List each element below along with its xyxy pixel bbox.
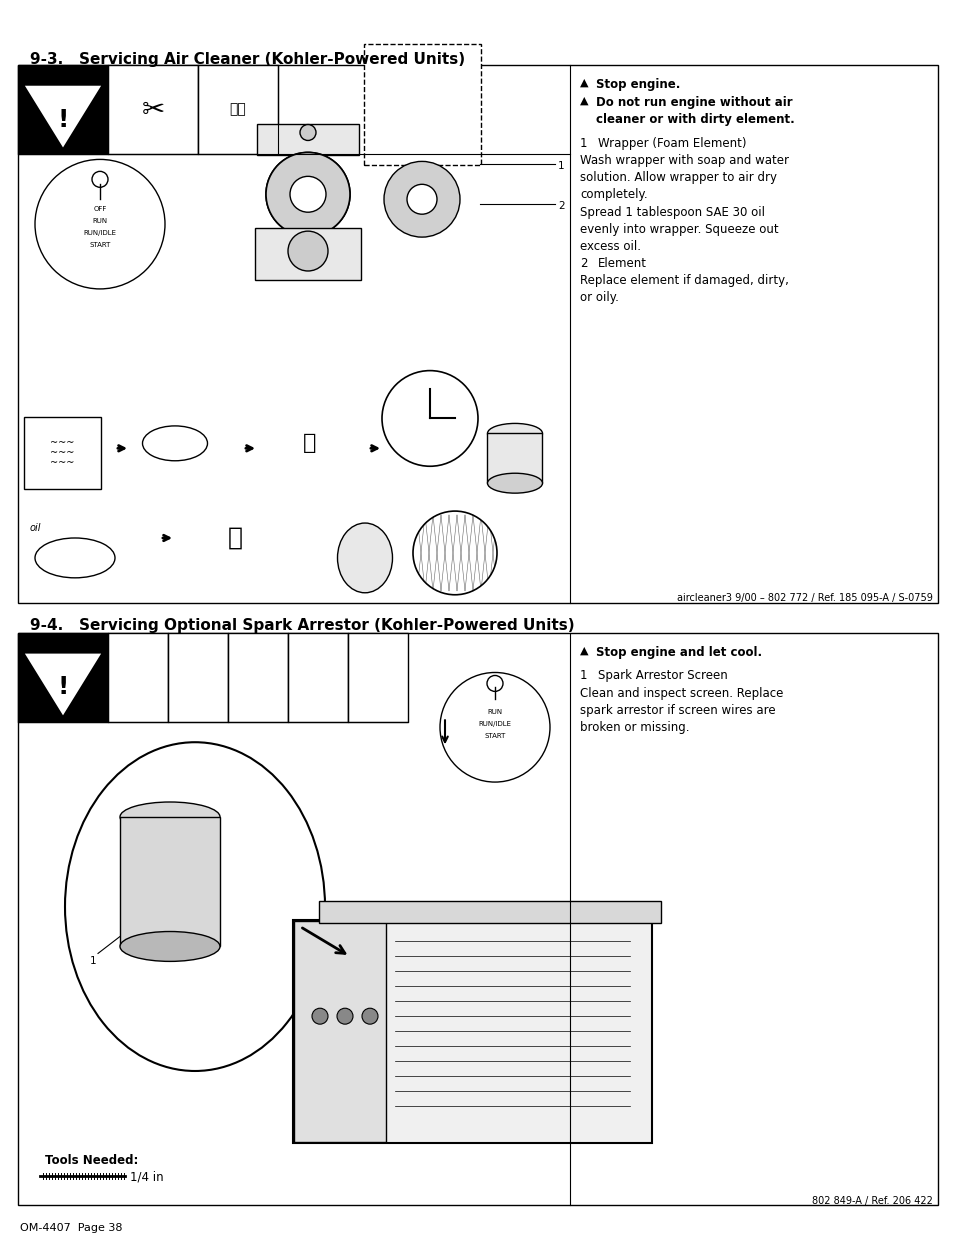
FancyBboxPatch shape — [318, 900, 660, 923]
Text: Spark Arrestor Screen: Spark Arrestor Screen — [598, 669, 727, 683]
Bar — [120, 816, 220, 946]
Text: Do not run engine without air
cleaner or with dirty element.: Do not run engine without air cleaner or… — [596, 95, 794, 126]
Ellipse shape — [487, 424, 542, 443]
Circle shape — [413, 511, 497, 595]
Text: ▲: ▲ — [579, 78, 588, 88]
Circle shape — [407, 184, 436, 214]
Circle shape — [336, 1008, 353, 1024]
Bar — [198, 64, 277, 154]
Circle shape — [266, 152, 350, 236]
Text: ~~~: ~~~ — [50, 438, 74, 448]
Text: OM-4407  Page 38: OM-4407 Page 38 — [20, 1224, 122, 1234]
Text: Stop engine and let cool.: Stop engine and let cool. — [596, 646, 761, 658]
Ellipse shape — [337, 524, 392, 593]
Bar — [168, 632, 228, 722]
Bar — [486, 433, 541, 483]
Text: RUN/IDLE: RUN/IDLE — [478, 721, 511, 727]
Circle shape — [361, 1008, 377, 1024]
Text: Wash wrapper with soap and water
solution. Allow wrapper to air dry
completely.: Wash wrapper with soap and water solutio… — [579, 154, 788, 201]
Text: Stop engine.: Stop engine. — [596, 78, 679, 90]
Text: ~~~: ~~~ — [50, 458, 74, 468]
FancyBboxPatch shape — [294, 920, 386, 1141]
Bar — [18, 632, 108, 722]
Text: OFF: OFF — [93, 206, 107, 212]
Ellipse shape — [120, 931, 220, 961]
Text: ▲: ▲ — [579, 646, 588, 656]
FancyBboxPatch shape — [293, 920, 651, 1142]
Text: START: START — [90, 242, 111, 248]
Text: 👐: 👐 — [303, 433, 316, 453]
Bar — [18, 64, 937, 603]
FancyBboxPatch shape — [364, 43, 480, 165]
Text: 🤲: 🤲 — [227, 526, 242, 550]
Text: ~~~: ~~~ — [50, 448, 74, 458]
Text: Element: Element — [598, 257, 646, 270]
Text: Tools Needed:: Tools Needed: — [45, 1153, 138, 1167]
Text: aircleaner3 9/00 – 802 772 / Ref. 185 095-A / S-0759: aircleaner3 9/00 – 802 772 / Ref. 185 09… — [677, 593, 932, 603]
Text: 2: 2 — [579, 257, 587, 270]
Text: oil: oil — [30, 524, 41, 534]
Bar — [18, 632, 937, 1205]
Polygon shape — [23, 85, 103, 149]
Bar — [348, 632, 408, 722]
Bar — [108, 64, 198, 154]
Text: Spread 1 tablespoon SAE 30 oil
evenly into wrapper. Squeeze out
excess oil.: Spread 1 tablespoon SAE 30 oil evenly in… — [579, 206, 778, 253]
Bar — [18, 64, 108, 154]
Text: 1: 1 — [579, 137, 587, 151]
Ellipse shape — [487, 473, 542, 493]
Bar — [288, 632, 348, 722]
Circle shape — [312, 1008, 328, 1024]
Text: 802 849-A / Ref. 206 422: 802 849-A / Ref. 206 422 — [811, 1195, 932, 1205]
Circle shape — [288, 231, 328, 270]
FancyBboxPatch shape — [254, 228, 360, 280]
Text: !: ! — [57, 107, 69, 132]
Text: 1: 1 — [558, 162, 564, 172]
Text: RUN/IDLE: RUN/IDLE — [84, 230, 116, 236]
Text: RUN: RUN — [487, 709, 502, 715]
Text: 1/4 in: 1/4 in — [130, 1171, 164, 1183]
Text: START: START — [484, 734, 505, 740]
Text: Clean and inspect screen. Replace
spark arrestor if screen wires are
broken or m: Clean and inspect screen. Replace spark … — [579, 688, 782, 735]
FancyBboxPatch shape — [256, 124, 358, 156]
Circle shape — [384, 162, 459, 237]
Bar — [228, 632, 288, 722]
Circle shape — [299, 125, 315, 141]
Text: Wrapper (Foam Element): Wrapper (Foam Element) — [598, 137, 745, 151]
Bar — [108, 632, 168, 722]
Text: 9-4.   Servicing Optional Spark Arrestor (Kohler-Powered Units): 9-4. Servicing Optional Spark Arrestor (… — [30, 618, 574, 632]
Text: 1: 1 — [579, 669, 587, 683]
Ellipse shape — [120, 802, 220, 832]
Text: ▲: ▲ — [579, 95, 588, 106]
FancyBboxPatch shape — [24, 417, 101, 489]
Text: RUN: RUN — [92, 219, 108, 225]
Text: 2: 2 — [558, 201, 564, 211]
Text: 1: 1 — [90, 956, 96, 967]
Polygon shape — [23, 652, 103, 718]
Text: ✂: ✂ — [141, 95, 165, 124]
Circle shape — [290, 177, 326, 212]
Text: Replace element if damaged, dirty,
or oily.: Replace element if damaged, dirty, or oi… — [579, 274, 788, 304]
Text: !: ! — [57, 676, 69, 699]
Text: 9-3.   Servicing Air Cleaner (Kohler-Powered Units): 9-3. Servicing Air Cleaner (Kohler-Power… — [30, 52, 465, 67]
Text: 〜〜: 〜〜 — [230, 103, 246, 116]
